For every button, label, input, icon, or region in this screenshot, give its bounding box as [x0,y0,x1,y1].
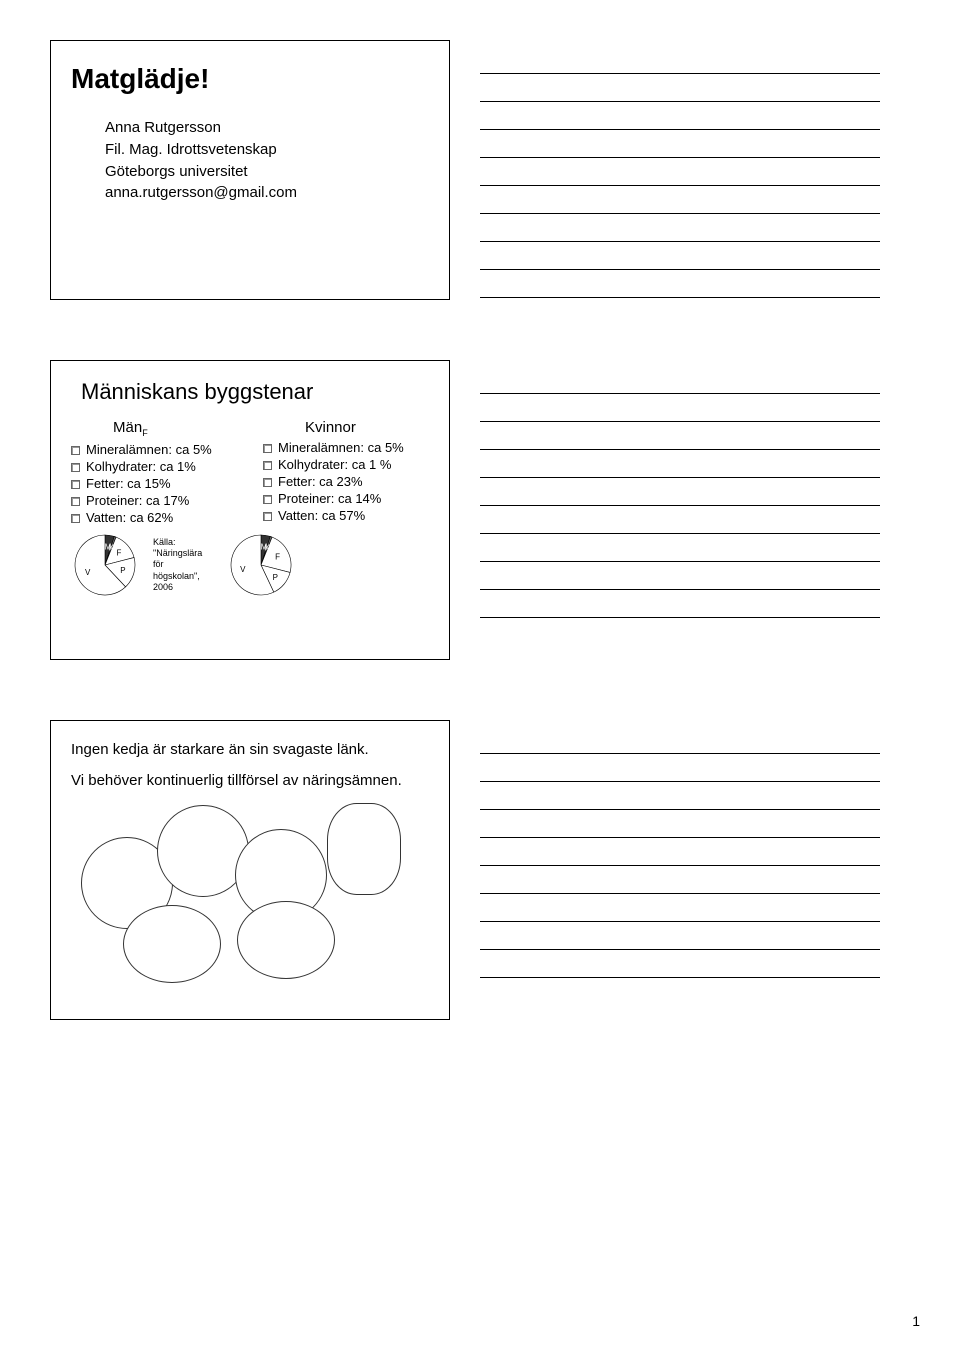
note-line [480,422,880,450]
food-circles-diagram [71,801,431,981]
slide-2-title: Människans byggstenar [81,379,429,405]
page-number: 1 [912,1313,920,1329]
col-heading-sub: F [142,428,148,438]
list-item: Kolhydrater: ca 1% [71,459,237,474]
list-item: Fetter: ca 23% [263,474,429,489]
presentation-title: Matglädje! [71,63,429,95]
list-item: Vatten: ca 62% [71,510,237,525]
author-affiliation: Göteborgs universitet [105,161,429,183]
source-label: Källa: [153,537,213,548]
note-line [480,46,880,74]
food-circle [123,905,221,983]
note-line [480,366,880,394]
note-line [480,394,880,422]
svg-text:K: K [109,543,115,552]
svg-text:F: F [275,553,280,562]
food-circle [237,901,335,979]
svg-text:F: F [117,549,122,558]
svg-text:P: P [273,573,278,582]
row-2: Människans byggstenar MänF Mineralämnen:… [50,360,910,660]
note-line [480,894,880,922]
pie-chart-women: MKFPV [227,531,295,599]
note-line [480,130,880,158]
author-email: anna.rutgersson@gmail.com [105,182,429,204]
list-item: Kolhydrater: ca 1 % [263,457,429,472]
note-line [480,838,880,866]
note-line [480,186,880,214]
source-text: "Näringslära [153,548,213,559]
notes-block-1 [480,40,880,300]
note-line [480,810,880,838]
source-text: 2006 [153,582,213,593]
source-text: högskolan", [153,571,213,582]
pie-row: MKFPV Källa: "Näringslära för högskolan"… [71,531,429,599]
note-line [480,726,880,754]
note-line [480,102,880,130]
slide-3-line-2: Vi behöver kontinuerlig tillförsel av nä… [71,770,429,791]
note-line [480,506,880,534]
slide-title-slide: Matglädje! Anna Rutgersson Fil. Mag. Idr… [50,40,450,300]
column-women: Kvinnor Mineralämnen: ca 5% Kolhydrater:… [263,419,429,527]
food-circle [327,803,401,895]
slide-byggstenar: Människans byggstenar MänF Mineralämnen:… [50,360,450,660]
col-heading: Män [113,419,142,436]
list-item: Proteiner: ca 17% [71,493,237,508]
note-line [480,922,880,950]
columns: MänF Mineralämnen: ca 5% Kolhydrater: ca… [71,419,429,527]
list-item: Vatten: ca 57% [263,508,429,523]
source-citation: Källa: "Näringslära för högskolan", 2006 [153,537,213,593]
note-line [480,242,880,270]
note-line [480,754,880,782]
author-degree: Fil. Mag. Idrottsvetenskap [105,139,429,161]
note-line [480,214,880,242]
list-item: Fetter: ca 15% [71,476,237,491]
svg-text:K: K [265,543,271,552]
note-line [480,782,880,810]
svg-text:P: P [120,566,125,575]
col-title-men: MänF [113,419,237,438]
list-item: Mineralämnen: ca 5% [71,442,237,457]
row-1: Matglädje! Anna Rutgersson Fil. Mag. Idr… [50,40,910,300]
pie-chart-men: MKFPV [71,531,139,599]
note-line [480,74,880,102]
note-line [480,270,880,298]
note-line [480,950,880,978]
list-item: Proteiner: ca 14% [263,491,429,506]
note-line [480,534,880,562]
author-name: Anna Rutgersson [105,117,429,139]
notes-block-3 [480,720,880,1020]
col-title-women: Kvinnor [305,419,429,436]
source-text: för [153,559,213,570]
svg-text:V: V [85,568,91,577]
author-block: Anna Rutgersson Fil. Mag. Idrottsvetensk… [105,117,429,204]
list-item: Mineralämnen: ca 5% [263,440,429,455]
slide-3-line-1: Ingen kedja är starkare än sin svagaste … [71,739,429,760]
note-line [480,478,880,506]
svg-text:V: V [240,565,246,574]
note-line [480,866,880,894]
notes-block-2 [480,360,880,660]
note-line [480,450,880,478]
note-line [480,158,880,186]
slide-kedja: Ingen kedja är starkare än sin svagaste … [50,720,450,1020]
column-men: MänF Mineralämnen: ca 5% Kolhydrater: ca… [71,419,237,527]
col-heading: Kvinnor [305,419,356,436]
row-3: Ingen kedja är starkare än sin svagaste … [50,720,910,1020]
note-line [480,562,880,590]
note-line [480,590,880,618]
